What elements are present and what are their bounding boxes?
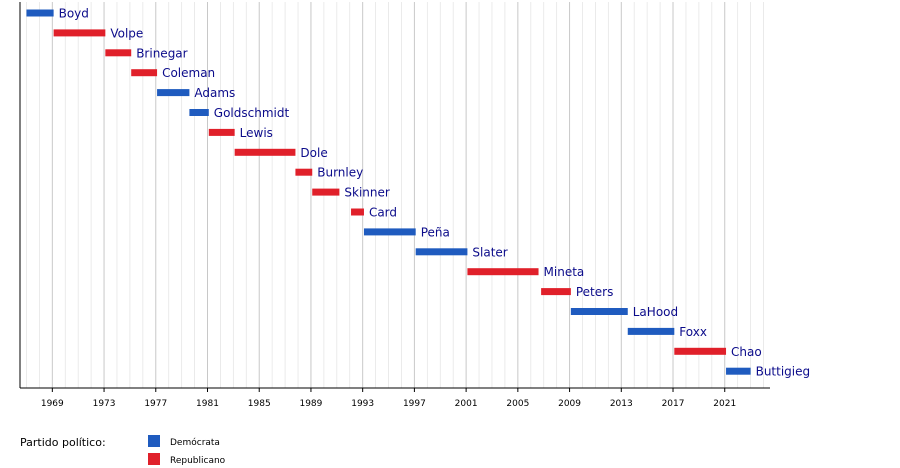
term-bar bbox=[131, 69, 158, 77]
x-tick-label: 2009 bbox=[558, 399, 581, 409]
term-bar bbox=[627, 327, 675, 335]
x-tick-label: 2001 bbox=[455, 399, 478, 409]
term-label: Mineta bbox=[544, 265, 585, 279]
term-bar bbox=[234, 148, 296, 156]
x-tick-label: 2013 bbox=[610, 399, 633, 409]
x-tick-label: 1985 bbox=[248, 399, 271, 409]
term-label: Lewis bbox=[240, 126, 273, 140]
x-tick-label: 1981 bbox=[196, 399, 219, 409]
term-bar bbox=[53, 29, 106, 37]
legend-swatch bbox=[148, 435, 160, 447]
term-label: Card bbox=[369, 206, 397, 220]
term-label: Chao bbox=[731, 345, 762, 359]
term-label: Skinner bbox=[344, 186, 389, 200]
term-bar bbox=[363, 228, 416, 236]
term-label: Burnley bbox=[317, 166, 363, 180]
x-tick-label: 2017 bbox=[662, 399, 685, 409]
x-tick-label: 1977 bbox=[144, 399, 167, 409]
x-tick-label: 1973 bbox=[93, 399, 116, 409]
term-bar bbox=[726, 367, 751, 375]
term-label: Boyd bbox=[59, 7, 89, 21]
term-bar bbox=[105, 49, 132, 57]
term-label: Volpe bbox=[110, 26, 143, 40]
term-bar bbox=[26, 9, 54, 17]
legend-title: Partido político: bbox=[20, 436, 106, 449]
x-tick-label: 2005 bbox=[506, 399, 529, 409]
legend-label: Demócrata bbox=[170, 437, 220, 448]
grid-layer bbox=[26, 2, 764, 388]
term-label: Brinegar bbox=[136, 46, 187, 60]
term-label: Coleman bbox=[162, 66, 215, 80]
legend-swatch bbox=[148, 453, 160, 465]
term-label: Peters bbox=[576, 285, 613, 299]
term-bar bbox=[157, 89, 190, 97]
bars-layer: Boyd Volpe Brinegar Coleman Adams Goldschmidt… bbox=[26, 7, 810, 379]
term-label: Adams bbox=[194, 86, 235, 100]
term-bar bbox=[312, 188, 340, 196]
term-bar bbox=[541, 288, 571, 296]
legend: Partido político: Demócrata Republicano bbox=[20, 435, 226, 466]
x-tick-label: 2021 bbox=[713, 399, 736, 409]
term-label: Foxx bbox=[679, 325, 707, 339]
term-label: Slater bbox=[472, 245, 507, 259]
term-bar bbox=[415, 248, 468, 256]
term-bar bbox=[351, 208, 364, 216]
term-bar bbox=[570, 308, 628, 315]
axis-layer: 1969 1973 1977 1981 1985 1989 1993 1997 2001 2005… bbox=[19, 2, 770, 409]
x-tick-label: 1969 bbox=[41, 399, 64, 409]
term-bar bbox=[295, 168, 313, 176]
term-bar bbox=[674, 347, 727, 355]
term-bar bbox=[467, 268, 539, 276]
term-label: Goldschmidt bbox=[214, 106, 290, 120]
x-tick-label: 1993 bbox=[351, 399, 374, 409]
x-tick-label: 1989 bbox=[299, 399, 322, 409]
term-label: Buttigieg bbox=[756, 365, 811, 379]
term-label: Dole bbox=[300, 146, 327, 160]
legend-label: Republicano bbox=[170, 456, 226, 466]
term-bar bbox=[189, 109, 209, 116]
x-tick-label: 1997 bbox=[403, 399, 426, 409]
term-label: LaHood bbox=[633, 305, 678, 319]
term-label: Peña bbox=[421, 225, 450, 239]
term-bar bbox=[208, 128, 235, 136]
